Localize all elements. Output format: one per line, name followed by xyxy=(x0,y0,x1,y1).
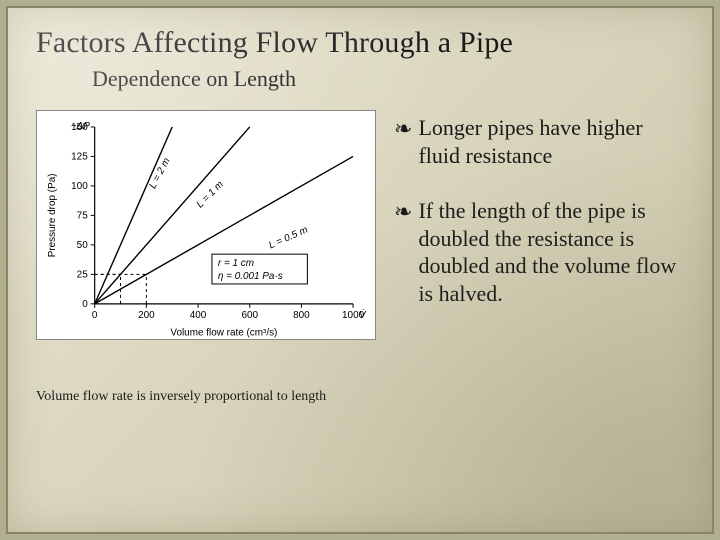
svg-text:600: 600 xyxy=(241,310,258,321)
bullet-1-body: Longer pipes have higher fluid resistanc… xyxy=(418,114,684,169)
bullet-1-lead: Longer pipes have xyxy=(418,115,581,140)
svg-text:200: 200 xyxy=(138,310,155,321)
pressure-flow-chart: 025507510012515002004006008001000−ΔPV̇L … xyxy=(43,117,369,337)
svg-text:50: 50 xyxy=(77,240,89,251)
bullet-2-lead: If the length of the xyxy=(418,198,582,223)
svg-text:η = 0.001 Pa·s: η = 0.001 Pa·s xyxy=(218,271,283,282)
svg-text:Volume flow rate (cm³/s): Volume flow rate (cm³/s) xyxy=(170,328,277,338)
chart-container: 025507510012515002004006008001000−ΔPV̇L … xyxy=(36,110,376,340)
svg-text:V̇: V̇ xyxy=(359,309,367,321)
svg-text:100: 100 xyxy=(71,181,88,192)
slide-title: Factors Affecting Flow Through a Pipe xyxy=(36,26,684,60)
bullet-2-body: If the length of the pipe is doubled the… xyxy=(418,197,684,307)
bullet-2: ❧ If the length of the pipe is doubled t… xyxy=(394,197,684,307)
svg-text:25: 25 xyxy=(77,269,89,280)
slide: Factors Affecting Flow Through a Pipe De… xyxy=(6,6,714,534)
content-row: 025507510012515002004006008001000−ΔPV̇L … xyxy=(36,110,684,407)
bullet-1: ❧ Longer pipes have higher fluid resista… xyxy=(394,114,684,169)
chart-caption: Volume flow rate is inversely proportion… xyxy=(36,388,376,407)
svg-text:−ΔP: −ΔP xyxy=(71,121,90,132)
slide-subtitle: Dependence on Length xyxy=(92,66,684,92)
svg-text:400: 400 xyxy=(190,310,207,321)
svg-text:L = 0.5 m: L = 0.5 m xyxy=(267,224,309,251)
chart-svg: 025507510012515002004006008001000−ΔPV̇L … xyxy=(43,117,369,338)
svg-text:0: 0 xyxy=(82,299,88,310)
svg-text:800: 800 xyxy=(293,310,310,321)
flourish-icon: ❧ xyxy=(394,116,412,142)
svg-text:0: 0 xyxy=(92,310,98,321)
svg-text:r = 1 cm: r = 1 cm xyxy=(218,258,254,269)
svg-text:Pressure drop (Pa): Pressure drop (Pa) xyxy=(47,173,58,257)
svg-text:125: 125 xyxy=(71,151,88,162)
flourish-icon: ❧ xyxy=(394,199,412,225)
svg-text:75: 75 xyxy=(77,210,89,221)
left-column: 025507510012515002004006008001000−ΔPV̇L … xyxy=(36,110,376,407)
right-column: ❧ Longer pipes have higher fluid resista… xyxy=(394,110,684,407)
